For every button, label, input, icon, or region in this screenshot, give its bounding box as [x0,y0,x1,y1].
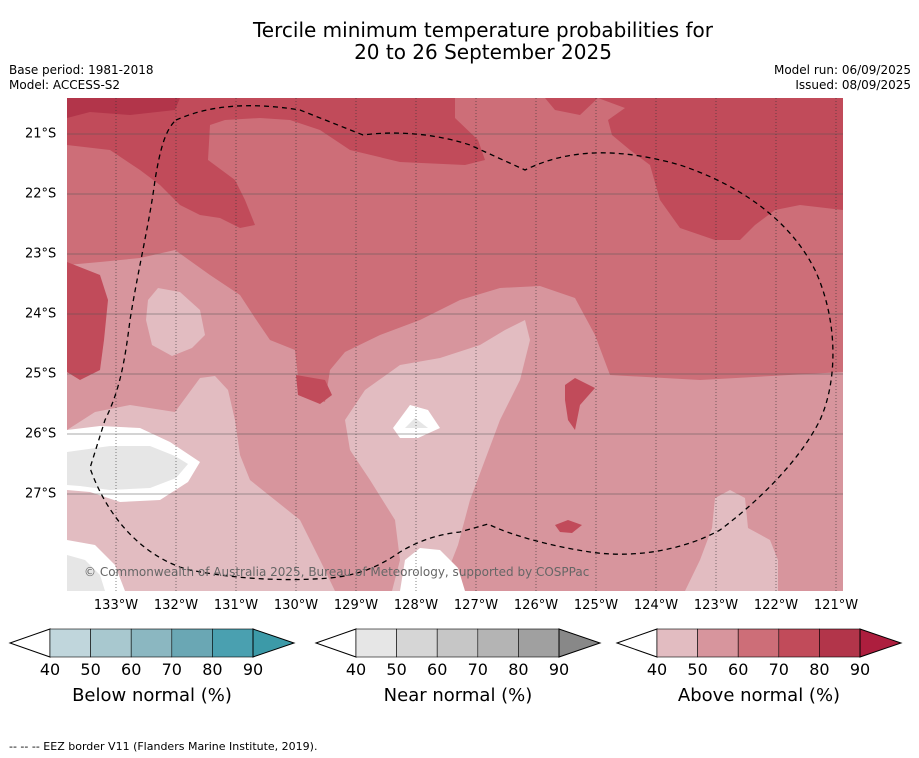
colorbar-below-segment [49,628,91,658]
colorbar-tick: 50 [80,660,101,679]
contour-80-90 [67,98,180,118]
near-normal-region-centre [405,418,428,428]
colorbar-below-extend-low [8,628,51,658]
lat-tick: 25°S [25,366,57,382]
colorbar-tick: 40 [646,660,668,679]
colorbar-tick: 50 [386,660,407,679]
lon-tick: 130°W [273,598,319,613]
colorbar-tick: 60 [728,660,749,679]
colorbar-tick: 60 [121,660,142,679]
lat-tick: 23°S [25,246,57,262]
lon-tick: 126°W [513,598,559,613]
colorbar-tick: 60 [427,660,448,679]
lon-tick: 129°W [333,598,379,613]
left-metadata: Base period: 1981-2018 Model: ACCESS-S2 [9,63,154,93]
contour-40-50-small [146,288,205,356]
colorbar-above-normal [615,628,903,658]
lat-tick: 26°S [25,426,57,442]
colorbar-near-segment [436,628,479,658]
no-dominant-region-south-2 [400,548,465,591]
colorbar-above-segment [697,628,739,658]
graticule [67,98,843,591]
colorbar-tick: 40 [39,660,61,679]
colorbar-near-normal [314,628,602,658]
lon-tick: 125°W [573,598,619,613]
colorbar-below-label: Below normal (%) [72,685,232,706]
copyright-notice: © Commonwealth of Australia 2025, Bureau… [84,565,590,579]
lon-tick: 124°W [633,598,679,613]
colorbar-below-segment [130,628,173,658]
colorbar-above-extend-low [615,628,658,658]
model-run-label: Model run: 06/09/2025 [773,63,911,77]
lon-tick: 133°W [93,598,139,613]
colorbar-tick: 40 [345,660,367,679]
lon-tick: 132°W [153,598,199,613]
lat-tick: 21°S [25,126,57,142]
lon-tick: 122°W [753,598,799,613]
eez-footnote: -- -- -- EEZ border V11 (Flanders Marine… [9,740,318,753]
colorbar-tick: 50 [687,660,708,679]
colorbar-below-normal [8,628,296,658]
colorbar-tick: 70 [768,660,789,679]
colorbar-below-segment [90,628,132,658]
lon-tick: 121°W [813,598,859,613]
contour-40-50-east [685,490,778,591]
chart-title: Tercile minimum temperature probabilitie… [0,19,919,63]
colorbar-tick: 90 [849,660,871,679]
colorbar-above-label: Above normal (%) [677,685,841,706]
colorbar-tick: 70 [467,660,488,679]
contour-70-80-south-1 [565,378,595,430]
model-label: Model: ACCESS-S2 [9,78,121,92]
colorbar-above-extend-high [859,628,903,658]
colorbar-tick: 80 [508,660,529,679]
contour-70-80-north [67,98,843,240]
colorbar-below-extend-high [252,628,296,658]
lat-tick: 24°S [25,306,57,322]
colorbar-tick: 70 [161,660,182,679]
near-normal-region-south [67,555,105,591]
lon-tick: 127°W [453,598,499,613]
near-normal-region-west [67,446,188,490]
title-line-1: Tercile minimum temperature probabilitie… [252,18,714,42]
lon-tick: 128°W [393,598,439,613]
contour-70-80-mid [296,375,332,404]
colorbar-near-segment [396,628,438,658]
colorbar-above-segment [656,628,698,658]
colorbar-below-segment [171,628,213,658]
title-line-2: 20 to 26 September 2025 [354,40,612,64]
colorbar-above-segment [737,628,780,658]
colorbar-near-extend-low [314,628,357,658]
lat-tick: 27°S [25,486,57,502]
right-metadata: Model run: 06/09/2025 Issued: 08/09/2025 [774,63,911,93]
eez-border [89,105,834,581]
lat-tick: 22°S [25,186,57,202]
colorbar-near-segment [518,628,560,658]
colorbar-tick: 90 [548,660,570,679]
lon-tick: 131°W [213,598,259,613]
contour-70-80-south-2 [555,520,582,533]
contour-70-80-west [67,262,108,380]
colorbar-near-extend-high [558,628,602,658]
colorbar-tick: 80 [202,660,223,679]
lon-tick: 123°W [693,598,739,613]
colorbar-below-segment [212,628,254,658]
probability-contours [67,98,843,591]
colorbar-tick: 80 [809,660,830,679]
colorbar-near-segment [477,628,519,658]
colorbar-near-segment [355,628,397,658]
colorbar-above-segment [819,628,861,658]
issued-label: Issued: 08/09/2025 [795,78,911,92]
colorbar-near-label: Near normal (%) [383,685,533,706]
colorbar-tick: 90 [242,660,264,679]
base-period-label: Base period: 1981-2018 [9,63,154,77]
colorbar-above-segment [778,628,820,658]
contour-40-50 [67,320,530,591]
